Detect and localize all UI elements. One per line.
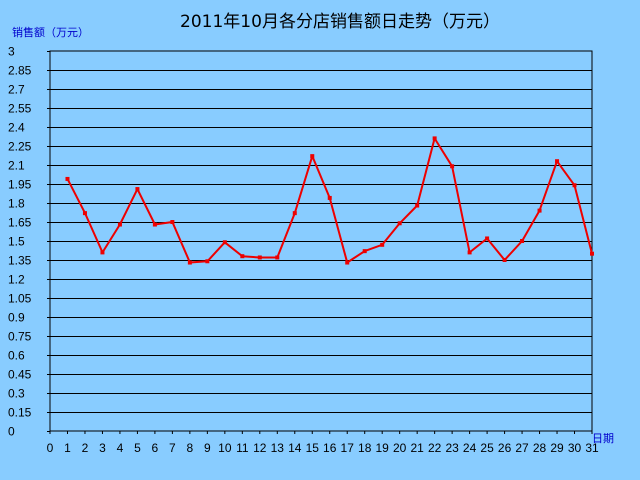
y-tick-label: 2.1 <box>8 159 25 173</box>
data-point <box>485 236 490 241</box>
y-tick-label: 1.65 <box>8 216 32 230</box>
y-tick-label: 0.15 <box>8 406 32 420</box>
x-tick-label: 16 <box>323 441 337 455</box>
y-tick-label: 0.3 <box>8 387 25 401</box>
series-line <box>66 137 593 264</box>
data-point <box>572 183 577 188</box>
x-tick-label: 22 <box>428 441 442 455</box>
data-point <box>310 154 315 159</box>
data-point <box>117 222 122 227</box>
y-axis-label: 销售额（万元） <box>12 25 89 39</box>
data-point <box>292 211 297 216</box>
plot-area: 3 2.85 2.7 2.55 2.4 2.25 2.1 1.95 1.8 1.65 1.5 1.35… <box>8 45 599 456</box>
y-tick-label: 2.85 <box>8 64 32 78</box>
x-tick-label: 2 <box>82 441 89 455</box>
y-tick-label: 0.75 <box>8 330 32 344</box>
data-point <box>170 220 175 224</box>
data-point <box>257 255 262 260</box>
x-tick-label: 8 <box>187 441 194 455</box>
x-tick-label: 13 <box>271 441 285 455</box>
data-point <box>502 258 507 262</box>
data-point <box>415 203 420 208</box>
x-tick-label: 19 <box>376 441 390 455</box>
y-tick-label: 3 <box>8 45 15 59</box>
data-point <box>187 260 192 265</box>
x-tick-label: 5 <box>134 441 141 455</box>
x-tick-label: 15 <box>306 441 320 455</box>
x-tick-label: 29 <box>550 441 564 455</box>
y-tick-label: 2.25 <box>8 140 32 154</box>
data-point <box>275 255 280 260</box>
x-tick-label: 9 <box>204 441 211 455</box>
x-tick-label: 27 <box>515 441 529 455</box>
y-tick-label: 0.6 <box>8 349 25 363</box>
y-tick-label: 2.55 <box>8 102 32 116</box>
data-point <box>240 254 245 259</box>
data-point <box>432 136 437 141</box>
x-tick-label: 26 <box>498 441 512 455</box>
data-point <box>362 249 367 254</box>
data-point <box>590 251 594 256</box>
x-tick-label: 14 <box>288 441 302 455</box>
x-tick-label: 12 <box>253 441 267 455</box>
data-point <box>397 221 402 226</box>
data-point <box>555 159 560 164</box>
x-tick-label: 17 <box>341 441 355 455</box>
x-tick-label: 18 <box>358 441 372 455</box>
data-point <box>135 187 140 192</box>
x-tick-label: 10 <box>218 441 232 455</box>
y-tick-label: 1.5 <box>8 235 25 249</box>
y-tick-label: 1.95 <box>8 178 32 192</box>
x-tick-label: 23 <box>445 441 459 455</box>
data-point <box>327 195 332 200</box>
x-tick-label: 30 <box>568 441 582 455</box>
x-tick-label: 0 <box>47 441 54 455</box>
data-point <box>537 208 542 213</box>
y-tick-label: 1.2 <box>8 273 25 287</box>
x-tick-label: 28 <box>533 441 547 455</box>
data-point <box>450 164 455 169</box>
data-point <box>380 242 385 247</box>
data-point <box>345 260 350 265</box>
y-tick-label: 0.9 <box>8 311 25 325</box>
data-point <box>100 250 105 255</box>
x-tick-label: 25 <box>480 441 494 455</box>
data-point <box>65 176 70 181</box>
x-tick-label: 31 <box>585 441 599 455</box>
x-tick-label: 3 <box>99 441 106 455</box>
x-tick-label: 11 <box>236 441 249 455</box>
x-tick-label: 1 <box>64 441 71 455</box>
y-tick-label: 2.7 <box>8 83 25 97</box>
y-tick-label: 1.8 <box>8 197 25 211</box>
x-tick-label: 4 <box>117 441 124 455</box>
x-axis-label: 日期 <box>592 432 614 445</box>
y-tick-label: 2.4 <box>8 121 25 135</box>
y-tick-label: 1.05 <box>8 292 32 306</box>
data-point <box>467 250 472 255</box>
data-point <box>520 239 525 243</box>
chart-title: 2011年10月各分店销售额日走势（万元） <box>180 12 500 32</box>
data-point <box>152 222 157 227</box>
data-point <box>205 259 210 264</box>
x-tick-label: 24 <box>463 441 477 455</box>
y-tick-label: 0 <box>8 425 15 439</box>
x-tick-label: 21 <box>410 441 424 455</box>
x-tick-label: 7 <box>169 441 176 455</box>
y-tick-label: 1.35 <box>8 254 32 268</box>
data-point <box>222 240 227 245</box>
data-point <box>82 211 87 216</box>
x-tick-label: 20 <box>393 441 407 455</box>
x-tick-label: 6 <box>152 441 159 455</box>
y-tick-label: 0.45 <box>8 368 32 382</box>
